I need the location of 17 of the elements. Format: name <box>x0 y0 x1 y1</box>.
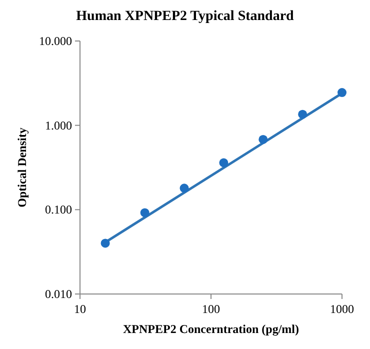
y-tick-label: 1.000 <box>45 118 72 132</box>
point <box>100 238 110 248</box>
y-tick-label: 10.000 <box>39 34 72 48</box>
y-axis-title: Optical Density <box>15 128 29 208</box>
point <box>219 158 228 168</box>
x-tick-label: 1000 <box>330 302 354 316</box>
point <box>338 88 346 98</box>
point <box>258 134 268 144</box>
y-tick-label: 0.010 <box>45 287 72 301</box>
chart-title: Human XPNPEP2 Typical Standard <box>76 9 294 24</box>
point <box>180 184 189 193</box>
y-tick-label: 0.100 <box>45 202 72 217</box>
point <box>140 208 150 218</box>
point <box>298 110 308 119</box>
x-axis-title: XPNPEP2 Concerntration (pg/ml) <box>123 322 299 336</box>
x-tick-label: 100 <box>202 302 220 316</box>
x-tick-label: 10 <box>74 302 86 316</box>
